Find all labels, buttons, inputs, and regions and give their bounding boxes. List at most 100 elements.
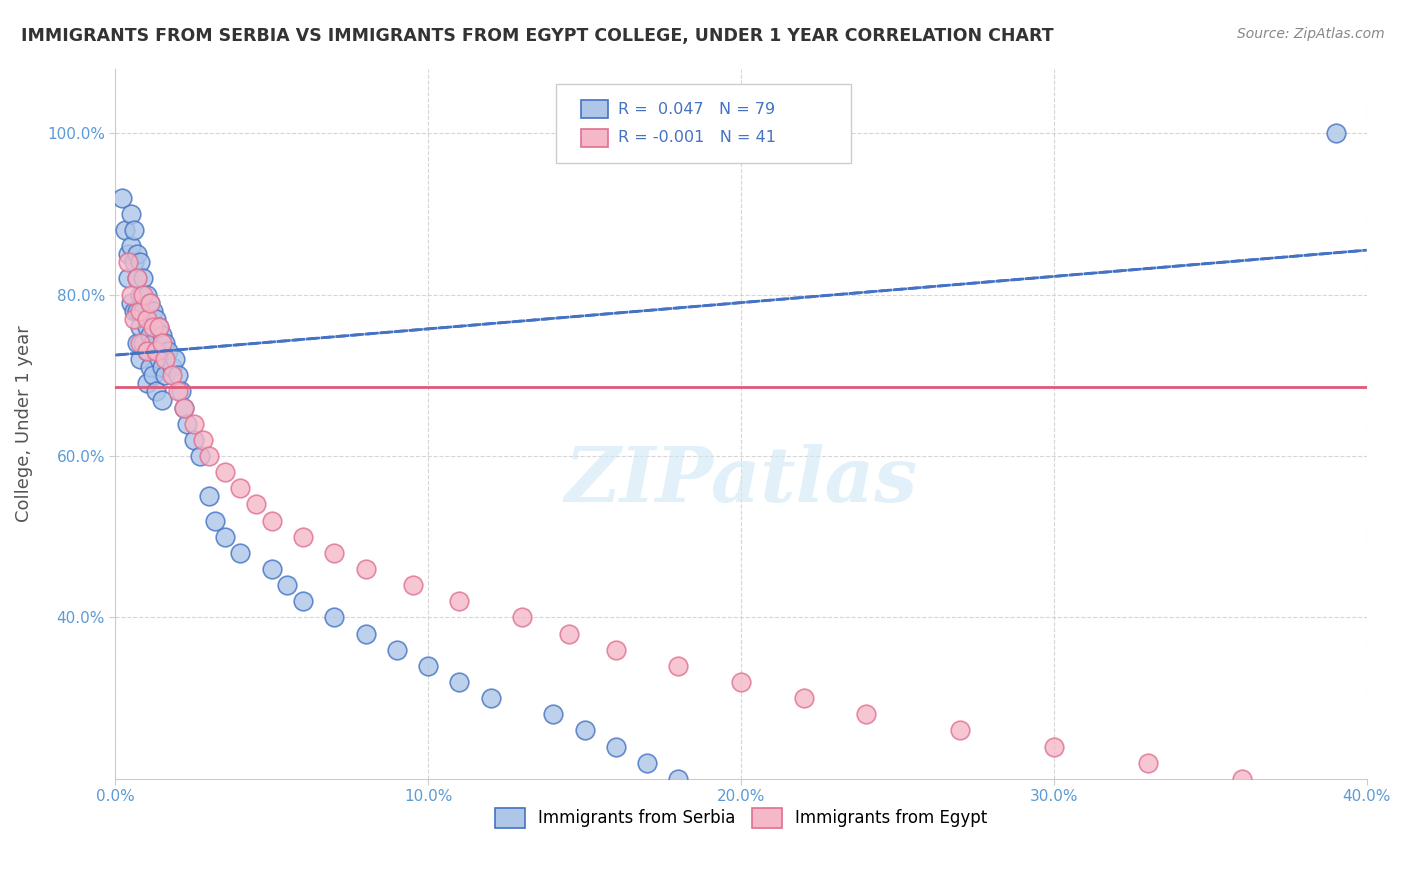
Point: [138, 295, 160, 310]
Point: [127, 271, 149, 285]
Text: IMMIGRANTS FROM SERBIA VS IMMIGRANTS FROM EGYPT COLLEGE, UNDER 1 YEAR CORRELATIO: IMMIGRANTS FROM SERBIA VS IMMIGRANTS FRO…: [21, 27, 1053, 45]
Point: [157, 344, 180, 359]
Point: [949, 723, 972, 738]
Point: [668, 772, 690, 786]
Point: [260, 514, 283, 528]
Point: [135, 311, 157, 326]
Point: [145, 384, 167, 399]
Point: [150, 327, 173, 342]
Point: [127, 271, 149, 285]
Point: [214, 530, 236, 544]
Point: [129, 319, 152, 334]
Point: [122, 311, 145, 326]
Point: [155, 336, 177, 351]
Point: [173, 401, 195, 415]
Point: [148, 319, 170, 334]
Point: [354, 626, 377, 640]
Point: [110, 191, 132, 205]
Point: [1324, 126, 1347, 140]
Point: [142, 319, 165, 334]
Legend: Immigrants from Serbia, Immigrants from Egypt: Immigrants from Serbia, Immigrants from …: [488, 801, 994, 835]
Point: [323, 610, 346, 624]
Point: [730, 788, 752, 802]
Point: [170, 384, 193, 399]
Point: [980, 885, 1002, 892]
Point: [163, 352, 186, 367]
Point: [155, 352, 177, 367]
Point: [132, 336, 155, 351]
Point: [292, 594, 315, 608]
Point: [173, 401, 195, 415]
Point: [129, 352, 152, 367]
Point: [127, 303, 149, 318]
Point: [135, 376, 157, 391]
Point: [668, 659, 690, 673]
Point: [142, 368, 165, 383]
Point: [855, 707, 877, 722]
Point: [120, 207, 142, 221]
Point: [510, 610, 533, 624]
Point: [129, 303, 152, 318]
Point: [129, 336, 152, 351]
Point: [135, 319, 157, 334]
Point: [204, 514, 226, 528]
Point: [120, 295, 142, 310]
Point: [292, 530, 315, 544]
Point: [543, 707, 565, 722]
Point: [401, 578, 423, 592]
FancyBboxPatch shape: [581, 129, 609, 146]
Point: [191, 433, 214, 447]
Point: [260, 562, 283, 576]
Point: [793, 821, 815, 835]
FancyBboxPatch shape: [555, 84, 851, 163]
Point: [1043, 739, 1066, 754]
Point: [176, 417, 198, 431]
Point: [160, 368, 183, 383]
Point: [636, 756, 658, 770]
Point: [117, 255, 139, 269]
Point: [129, 255, 152, 269]
Point: [198, 449, 221, 463]
Point: [605, 642, 627, 657]
Point: [167, 368, 190, 383]
Point: [183, 433, 205, 447]
Point: [127, 336, 149, 351]
Point: [229, 481, 252, 495]
Point: [229, 546, 252, 560]
Point: [150, 360, 173, 375]
Text: Source: ZipAtlas.com: Source: ZipAtlas.com: [1237, 27, 1385, 41]
Point: [135, 344, 157, 359]
Point: [150, 392, 173, 407]
Point: [120, 239, 142, 253]
Text: R = -0.001   N = 41: R = -0.001 N = 41: [619, 130, 776, 145]
FancyBboxPatch shape: [581, 101, 609, 119]
Point: [276, 578, 298, 592]
Point: [449, 594, 471, 608]
Point: [245, 498, 267, 512]
Point: [117, 247, 139, 261]
Text: ZIPatlas: ZIPatlas: [564, 443, 918, 517]
Point: [855, 837, 877, 851]
Point: [761, 804, 783, 818]
Y-axis label: College, Under 1 year: College, Under 1 year: [15, 326, 32, 522]
Point: [117, 271, 139, 285]
Point: [1136, 756, 1159, 770]
Point: [167, 384, 190, 399]
Point: [142, 303, 165, 318]
Point: [135, 344, 157, 359]
Point: [886, 853, 908, 867]
Point: [148, 352, 170, 367]
Point: [160, 360, 183, 375]
Point: [122, 255, 145, 269]
Point: [479, 691, 502, 706]
Point: [385, 642, 408, 657]
Point: [148, 319, 170, 334]
Point: [183, 417, 205, 431]
Point: [1230, 772, 1253, 786]
Point: [918, 869, 941, 883]
Point: [122, 223, 145, 237]
Point: [574, 723, 596, 738]
Point: [150, 336, 173, 351]
Point: [120, 287, 142, 301]
Point: [142, 336, 165, 351]
